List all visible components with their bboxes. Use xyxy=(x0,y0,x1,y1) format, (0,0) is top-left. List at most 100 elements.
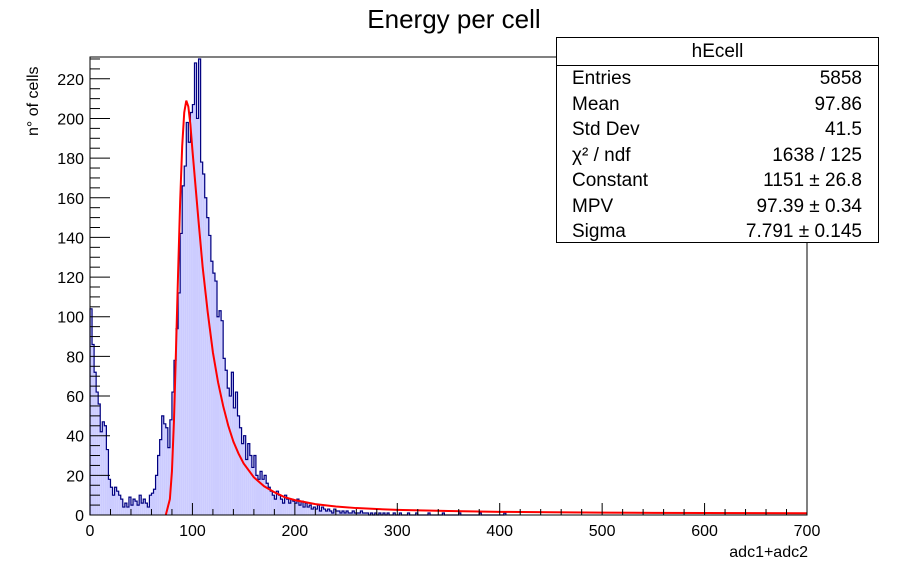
histogram-bin xyxy=(210,261,213,515)
histogram-bin xyxy=(167,447,170,515)
histogram-bin xyxy=(268,487,271,515)
histogram-bin xyxy=(249,455,252,515)
histogram-bin xyxy=(206,217,209,515)
histogram-bin xyxy=(370,513,373,515)
histogram-bin xyxy=(159,439,162,515)
histogram-bin xyxy=(233,407,236,515)
histogram-bin xyxy=(301,501,304,515)
histogram-bin xyxy=(305,503,308,515)
histogram-bin xyxy=(214,281,218,515)
stats-label: Mean xyxy=(572,93,620,115)
histogram-bin xyxy=(229,396,232,515)
histogram-bin xyxy=(122,507,125,515)
histogram-bin xyxy=(169,419,172,515)
histogram-bin xyxy=(163,423,166,515)
histogram-bin xyxy=(128,497,131,515)
stats-value: 1638 / 125 xyxy=(772,144,862,166)
histogram-bin xyxy=(227,388,230,515)
histogram-bin xyxy=(339,513,342,515)
histogram-bin xyxy=(176,328,179,515)
histogram-bin xyxy=(200,162,203,515)
histogram-bin xyxy=(303,507,306,515)
x-tick-label: 500 xyxy=(589,523,616,540)
stats-row-entries: Entries 5858 xyxy=(557,66,878,92)
stats-value: 7.791 ± 0.145 xyxy=(745,221,862,242)
histogram-bin xyxy=(184,166,187,516)
histogram-bin xyxy=(241,443,244,515)
histogram-bin xyxy=(358,513,361,515)
histogram-bin xyxy=(98,403,101,515)
histogram-bin xyxy=(149,495,152,515)
histogram-bin xyxy=(278,495,281,515)
x-tick-label: 0 xyxy=(86,523,95,540)
y-tick-label: 120 xyxy=(57,270,84,287)
histogram-bin xyxy=(274,499,277,515)
histogram-bin xyxy=(116,491,119,515)
histogram-bin xyxy=(280,499,283,515)
histogram-bars xyxy=(89,58,507,516)
histogram-bin xyxy=(153,489,156,515)
x-tick-label: 600 xyxy=(691,523,718,540)
histogram-bin xyxy=(102,421,105,515)
histogram-bin xyxy=(296,499,299,515)
histogram-bin xyxy=(96,392,99,515)
histogram-bin xyxy=(346,511,349,515)
histogram-bin xyxy=(157,455,160,515)
x-tick-label: 100 xyxy=(179,523,206,540)
y-tick-label: 200 xyxy=(57,111,84,128)
histogram-bin xyxy=(217,316,220,515)
histogram-bin xyxy=(106,449,109,515)
histogram-bin xyxy=(298,505,301,515)
stats-row-std-dev: Std Dev 41.5 xyxy=(557,117,878,143)
histogram-bin xyxy=(329,511,332,515)
histogram-bin xyxy=(333,509,336,515)
histogram-bin xyxy=(309,505,312,515)
histogram-bin xyxy=(337,511,340,515)
y-tick-label: 60 xyxy=(66,389,84,406)
y-tick-label: 220 xyxy=(57,72,84,89)
histogram-bin xyxy=(139,495,142,515)
histogram-bin xyxy=(354,513,357,515)
histogram-bin xyxy=(133,499,136,515)
histogram-bin xyxy=(219,310,222,515)
stats-row-mean: Mean 97.86 xyxy=(557,92,878,118)
histogram-bin xyxy=(313,507,316,515)
stats-title: hEcell xyxy=(557,38,878,66)
histogram-bin xyxy=(503,513,506,515)
y-tick-label: 40 xyxy=(66,429,84,446)
histogram-bin xyxy=(319,511,322,515)
histogram-bin xyxy=(231,372,234,515)
histogram-bin xyxy=(239,427,242,515)
stats-label: MPV xyxy=(572,195,614,217)
histogram-bin xyxy=(288,503,291,515)
histogram-bin xyxy=(327,509,330,515)
histogram-bin xyxy=(112,495,115,515)
histogram-bin xyxy=(212,273,215,515)
histogram-bin xyxy=(100,431,103,515)
histogram-bin xyxy=(282,503,285,515)
histogram-bin xyxy=(130,505,134,515)
histogram-bin xyxy=(198,58,201,515)
histogram-bin xyxy=(260,471,263,515)
histogram-bin xyxy=(331,513,334,515)
histogram-bin xyxy=(225,370,228,515)
histogram-bin xyxy=(120,499,123,515)
histogram-bin xyxy=(325,511,328,515)
y-tick-label: 180 xyxy=(57,151,84,168)
histogram-bin xyxy=(145,503,148,515)
stats-label: Sigma xyxy=(572,221,626,242)
histogram-bin xyxy=(399,513,402,515)
histogram-bin xyxy=(442,513,445,515)
histogram-bin xyxy=(257,479,261,515)
y-tick-label: 100 xyxy=(57,310,84,327)
histogram-bin xyxy=(155,475,158,515)
histogram-bin xyxy=(124,503,127,515)
histogram-bin xyxy=(221,320,224,515)
histogram-bin xyxy=(114,487,117,515)
histogram-bin xyxy=(264,475,267,515)
histogram-bin xyxy=(180,233,183,515)
histogram-bin xyxy=(348,513,351,515)
y-tick-label: 140 xyxy=(57,230,84,247)
histogram-bin xyxy=(374,513,377,515)
y-tick-label: 0 xyxy=(75,508,84,525)
